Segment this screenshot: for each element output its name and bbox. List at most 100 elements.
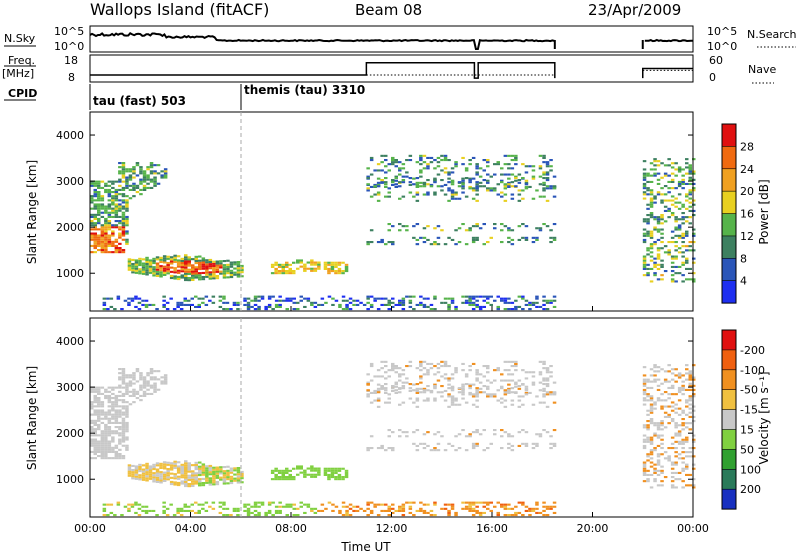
data-cell xyxy=(208,261,213,264)
data-cell xyxy=(486,159,490,162)
data-cell xyxy=(187,272,191,275)
data-cell xyxy=(688,216,692,219)
data-cell xyxy=(507,503,511,506)
data-cell xyxy=(184,262,188,265)
data-cell xyxy=(464,501,469,504)
data-cell xyxy=(125,242,129,245)
data-cell xyxy=(436,431,441,434)
data-cell xyxy=(97,417,101,420)
data-cell xyxy=(145,464,149,467)
data-cell xyxy=(510,399,515,402)
data-cell xyxy=(429,449,434,452)
data-cell xyxy=(125,407,129,410)
data-cell xyxy=(471,297,476,300)
data-cell xyxy=(503,193,508,196)
data-cell xyxy=(660,393,664,396)
x-tick-label: 16:00 xyxy=(476,522,508,535)
data-cell xyxy=(320,503,325,506)
data-cell xyxy=(176,471,181,474)
data-cell xyxy=(131,271,135,274)
data-cell xyxy=(97,405,101,408)
data-cell xyxy=(415,509,420,512)
data-cell xyxy=(100,195,105,198)
data-cell xyxy=(663,415,668,418)
data-cell xyxy=(130,299,135,302)
data-cell xyxy=(692,203,696,206)
data-cell xyxy=(549,447,553,450)
data-cell xyxy=(169,483,174,486)
data-cell xyxy=(180,476,184,479)
data-cell xyxy=(148,471,153,474)
data-cell xyxy=(219,466,223,469)
data-cell xyxy=(440,185,444,188)
data-cell xyxy=(107,215,112,218)
data-cell xyxy=(125,205,129,208)
data-cell xyxy=(688,249,692,252)
data-cell xyxy=(90,407,94,410)
data-cell xyxy=(667,393,671,396)
data-cell xyxy=(656,378,661,381)
data-cell xyxy=(552,305,557,308)
data-cell xyxy=(205,273,209,276)
data-cell xyxy=(646,180,650,183)
data-cell xyxy=(681,245,685,248)
data-cell xyxy=(102,297,107,300)
data-cell xyxy=(376,241,381,244)
data-cell xyxy=(194,478,198,481)
data-cell xyxy=(436,442,441,445)
data-cell xyxy=(419,171,423,174)
data-cell xyxy=(514,175,518,178)
power-frame xyxy=(89,111,694,312)
data-cell xyxy=(159,269,163,272)
data-cell xyxy=(464,401,469,404)
data-cell xyxy=(412,183,416,186)
data-cell xyxy=(521,503,525,506)
data-cell xyxy=(436,185,441,188)
data-cell xyxy=(215,264,220,267)
data-cell xyxy=(380,238,384,241)
data-cell xyxy=(429,303,434,306)
data-cell xyxy=(674,280,678,283)
data-cell xyxy=(90,434,94,437)
data-cell xyxy=(531,165,536,168)
data-cell xyxy=(653,218,657,221)
data-cell xyxy=(111,242,115,245)
data-cell xyxy=(111,211,115,214)
data-cell xyxy=(387,507,391,510)
data-cell xyxy=(468,179,472,182)
data-cell xyxy=(145,462,149,465)
data-cell xyxy=(139,372,143,375)
data-cell xyxy=(121,213,126,216)
data-cell xyxy=(303,267,307,270)
data-cell xyxy=(208,263,213,266)
data-cell xyxy=(454,371,458,374)
data-cell xyxy=(180,274,184,277)
data-cell xyxy=(104,428,108,431)
data-cell xyxy=(486,501,490,504)
data-cell xyxy=(194,274,198,277)
data-cell xyxy=(493,187,497,190)
data-cell xyxy=(376,163,381,166)
data-cell xyxy=(180,266,184,269)
data-cell xyxy=(215,266,220,269)
data-cell xyxy=(517,181,522,184)
data-cell xyxy=(677,374,682,377)
data-cell xyxy=(674,174,678,177)
data-cell xyxy=(208,479,213,482)
data-cell xyxy=(296,514,300,517)
data-cell xyxy=(433,241,437,244)
colorbar-tick-label: -15 xyxy=(740,404,758,417)
data-cell xyxy=(405,431,409,434)
data-cell xyxy=(118,432,122,435)
data-cell xyxy=(542,295,546,298)
data-cell xyxy=(524,444,529,447)
data-cell xyxy=(125,438,129,441)
data-cell xyxy=(369,229,374,232)
data-cell xyxy=(327,473,331,476)
data-cell xyxy=(310,507,314,510)
data-cell xyxy=(348,514,353,517)
data-cell xyxy=(646,440,650,443)
data-cell xyxy=(100,232,105,235)
data-cell xyxy=(267,303,272,306)
data-cell xyxy=(681,447,685,450)
